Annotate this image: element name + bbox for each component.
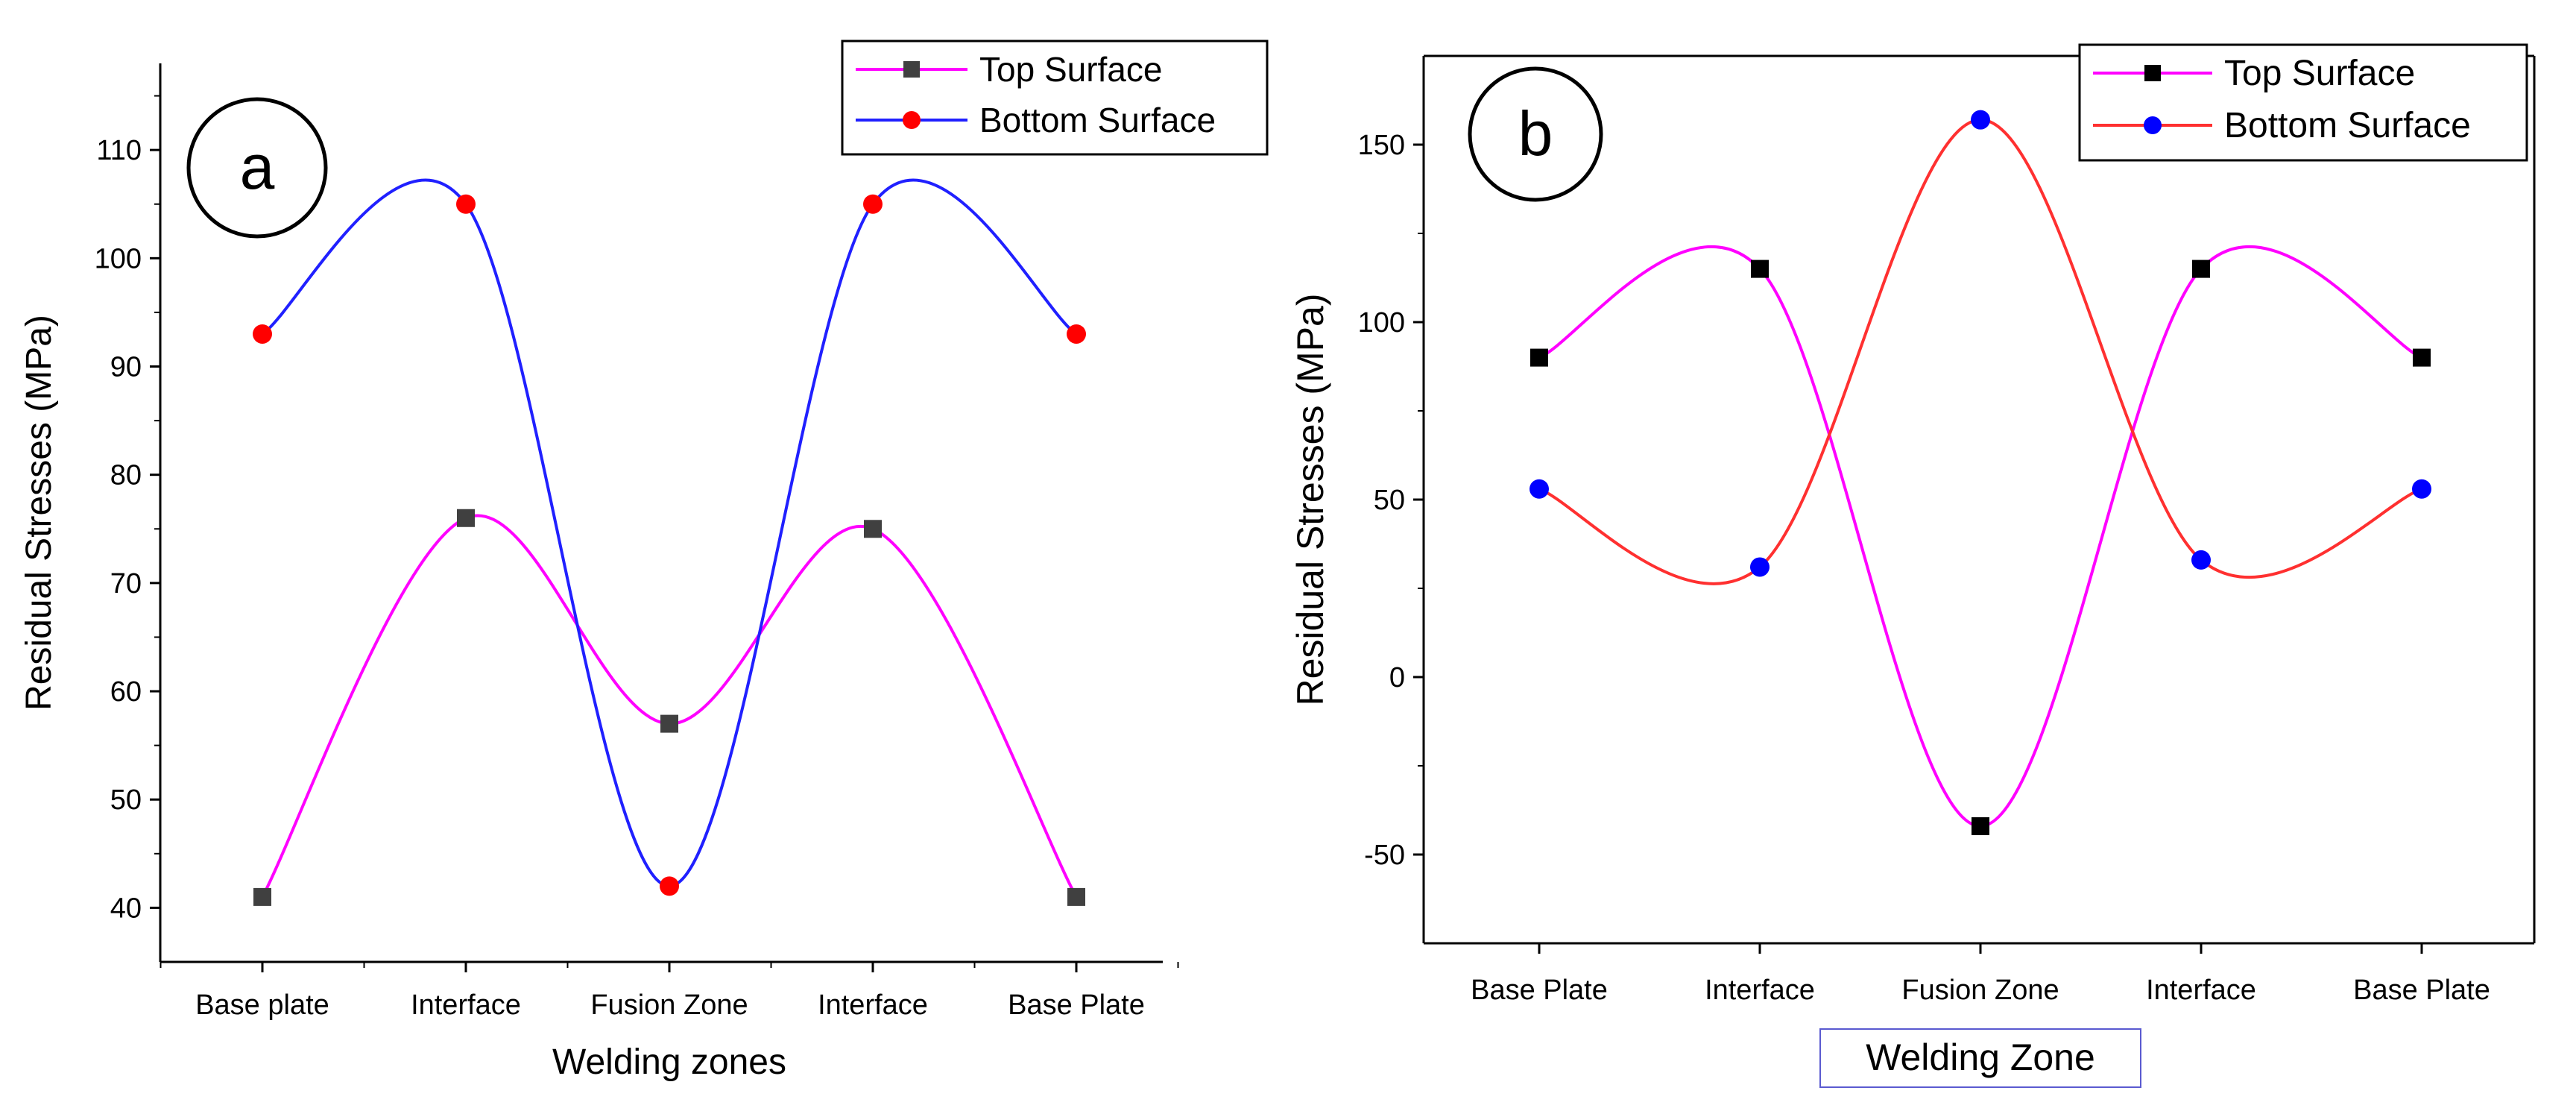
y-tick-label: 90: [110, 352, 142, 383]
legend-marker: [2144, 116, 2162, 134]
legend-box: [2078, 43, 2528, 162]
data-point-top-surface: [2413, 348, 2431, 367]
panel-label-circle: [186, 97, 328, 239]
data-point-top-surface: [1972, 817, 1989, 835]
data-point-bottom-surface: [863, 194, 883, 214]
legend: Top Surface Bottom Surface: [841, 40, 1269, 156]
data-point-bottom-surface: [660, 876, 679, 896]
panel-label: b: [1518, 98, 1553, 169]
y-tick-label: 40: [110, 893, 142, 924]
series-line-bottom-surface: [261, 178, 1078, 888]
data-point-top-surface: [253, 887, 271, 906]
x-category-label: Interface: [1705, 975, 1815, 1006]
data-point-bottom-surface: [1750, 557, 1770, 577]
legend-label: Top Surface: [979, 50, 1162, 89]
data-point-bottom-surface: [1530, 479, 1549, 499]
data-point-bottom-surface: [2412, 479, 2431, 499]
x-category-label: Base Plate: [1008, 990, 1145, 1021]
data-point-top-surface: [660, 714, 678, 733]
legend-marker: [2144, 65, 2161, 81]
chart-a: 40 50 60 70 80 90 100 110 Base plate Interface Fus…: [19, 40, 1269, 1082]
series-line-bottom-surface: [1538, 118, 2422, 585]
y-tick-label: 70: [110, 568, 142, 600]
data-point-bottom-surface: [1067, 324, 1086, 344]
data-point-top-surface: [864, 520, 882, 538]
y-tick-label: 100: [1358, 307, 1405, 339]
y-axis-label: Residual Stresses (MPa): [19, 315, 59, 711]
panel-label: a: [240, 132, 275, 202]
x-category-label: Base Plate: [2353, 975, 2490, 1006]
y-tick-label: -50: [1364, 840, 1405, 871]
y-tick-label: 100: [95, 243, 142, 274]
y-tick-label: 110: [96, 135, 142, 166]
y-tick-label: 50: [1374, 485, 1405, 516]
data-point-bottom-surface: [253, 324, 272, 344]
data-point-top-surface: [1530, 348, 1548, 367]
chart-b: -50 0 50 100 150 Base Plate Interface Fusion Zo…: [1289, 43, 2536, 1088]
x-category-label: Interface: [818, 990, 928, 1021]
legend-marker: [903, 111, 921, 129]
data-point-bottom-surface: [456, 194, 476, 214]
legend-label: Bottom Surface: [979, 101, 1216, 139]
y-tick-label: 80: [110, 460, 142, 491]
y-tick-label: 150: [1358, 130, 1405, 161]
y-tick-label: 0: [1389, 662, 1405, 693]
x-category-label: Interface: [2146, 975, 2256, 1006]
legend-box: [841, 40, 1269, 156]
x-category-label: Base plate: [195, 990, 329, 1021]
x-axis-label-box: [1819, 1028, 2141, 1088]
x-category-label: Base Plate: [1471, 975, 1608, 1006]
series-line-top-surface: [261, 514, 1078, 898]
legend-label: Bottom Surface: [2224, 106, 2471, 145]
data-point-top-surface: [1751, 259, 1769, 278]
x-category-label: Interface: [411, 990, 521, 1021]
panel-label-circle: [1468, 66, 1603, 202]
data-point-top-surface: [457, 509, 475, 527]
x-category-label: Fusion Zone: [590, 990, 748, 1021]
x-axis-label: Welding Zone: [1866, 1036, 2095, 1078]
y-tick-label: 60: [110, 676, 142, 708]
y-tick-label: 50: [110, 784, 142, 816]
x-category-label: Fusion Zone: [1901, 975, 2059, 1006]
data-point-top-surface: [2192, 259, 2210, 278]
data-point-bottom-surface: [1971, 110, 1990, 130]
data-point-top-surface: [1067, 887, 1085, 906]
series-line-top-surface: [1538, 245, 2422, 828]
y-axis-label: Residual Stresses (MPa): [1289, 294, 1331, 706]
x-axis-label: Welding zones: [552, 1042, 786, 1082]
legend-marker: [903, 61, 920, 78]
data-point-bottom-surface: [2191, 550, 2211, 570]
legend-label: Top Surface: [2224, 54, 2415, 93]
legend: Top Surface Bottom Surface: [2078, 43, 2528, 162]
